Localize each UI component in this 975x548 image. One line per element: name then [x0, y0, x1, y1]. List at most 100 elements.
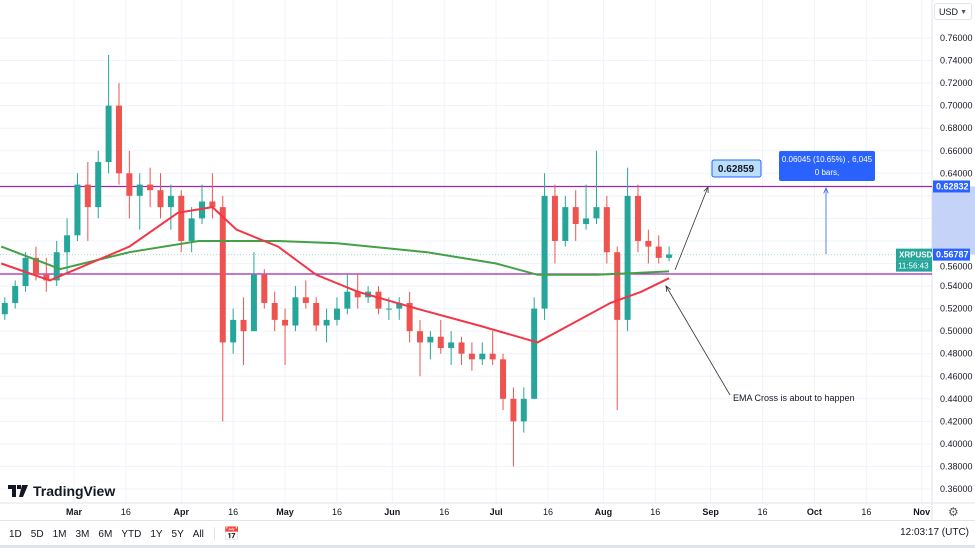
measure-box — [779, 151, 875, 181]
brand-name: TradingView — [33, 483, 116, 499]
candle — [479, 342, 486, 365]
candle-body — [458, 342, 465, 354]
range-all[interactable]: All — [192, 528, 204, 540]
candle-body — [136, 184, 143, 196]
candle — [500, 353, 507, 411]
candle-body — [624, 195, 631, 320]
y-tick-label: 0.46000 — [940, 371, 973, 381]
range-5y[interactable]: 5Y — [171, 528, 184, 540]
candle-body — [437, 336, 444, 349]
settings-gear-icon[interactable]: ⚙ — [948, 505, 959, 519]
bottom-toolbar: 1D 5D 1M 3M 6M YTD 1Y 5Y All 📅 — [0, 520, 975, 547]
ema-cross-note: EMA Cross is about to happen — [733, 393, 855, 403]
candle — [551, 184, 558, 264]
ema-note-arrow — [665, 285, 731, 396]
candle-body — [427, 336, 434, 343]
candle-body — [354, 291, 361, 298]
currency-label: USD — [939, 7, 959, 17]
candle — [84, 162, 91, 241]
price-chart[interactable]: 0.76000 0.74000 0.72000 0.70000 0.68000 0.660… — [0, 0, 975, 520]
candle — [634, 184, 641, 253]
x-tick-label: Nov — [913, 507, 930, 517]
candle-body — [344, 291, 351, 309]
candle — [271, 291, 278, 332]
candle — [126, 150, 133, 219]
candle — [188, 207, 195, 253]
candle-body — [313, 302, 320, 326]
candle — [136, 173, 143, 230]
candle-body — [323, 319, 330, 326]
candle-body — [199, 201, 206, 219]
candle — [458, 336, 465, 365]
candle — [199, 184, 206, 225]
candle-body — [43, 274, 50, 281]
x-tick-label: May — [276, 507, 294, 517]
candle — [520, 387, 527, 433]
candle — [562, 195, 569, 247]
upper-level-label: 0.62832 — [936, 181, 969, 191]
range-3m[interactable]: 3M — [75, 528, 90, 540]
candle — [572, 190, 579, 241]
candle-body — [250, 274, 257, 332]
y-tick-label: 0.42000 — [940, 416, 973, 426]
candle-body — [302, 297, 309, 303]
candle-body — [551, 195, 558, 241]
candle-body — [520, 398, 527, 422]
y-tick-label: 0.48000 — [940, 349, 973, 359]
candle-body — [230, 319, 237, 343]
candle — [427, 331, 434, 360]
candle — [230, 308, 237, 354]
candle-body — [32, 257, 39, 275]
candle-body — [261, 274, 268, 303]
y-tick-label: 0.70000 — [940, 101, 973, 111]
x-tick-label: Aug — [595, 507, 613, 517]
range-5d[interactable]: 5D — [30, 528, 44, 540]
tradingview-logo-icon — [8, 485, 28, 497]
currency-select[interactable]: USD ▼ — [934, 3, 972, 20]
y-tick-label: 0.64000 — [940, 168, 973, 178]
go-to-date-calendar-icon[interactable]: 📅 — [223, 526, 241, 541]
range-6m[interactable]: 6M — [98, 528, 113, 540]
y-tick-label: 0.40000 — [940, 439, 973, 449]
candle-body — [603, 207, 610, 253]
x-tick-label: 16 — [439, 507, 449, 517]
candle — [396, 297, 403, 320]
candle-body — [500, 359, 507, 399]
candle — [406, 291, 413, 343]
measure-text-1: 0.06045 (10.65%) , 6,045 — [782, 155, 873, 164]
x-tick-label: 16 — [758, 507, 768, 517]
candle — [282, 308, 289, 365]
candle — [292, 286, 299, 332]
candle — [333, 297, 340, 326]
range-1d[interactable]: 1D — [9, 528, 22, 540]
candle-body — [178, 195, 185, 241]
candle — [417, 319, 423, 377]
ema-note-arrow-head — [665, 285, 672, 293]
tradingview-logo: TradingView — [8, 483, 115, 499]
x-tick-label: 16 — [861, 507, 871, 517]
countdown-bg — [896, 260, 932, 272]
range-1y[interactable]: 1Y — [150, 528, 163, 540]
candle-body — [417, 331, 423, 343]
candle — [209, 173, 216, 219]
candle-body — [1, 302, 8, 315]
y-tick-label: 0.74000 — [940, 56, 973, 66]
ema-slow-line — [0, 240, 670, 276]
x-tick-label: 16 — [332, 507, 342, 517]
measure-arrow-head — [823, 186, 829, 194]
y-tick-label: 0.50000 — [940, 326, 973, 336]
range-ytd[interactable]: YTD — [121, 528, 142, 540]
x-tick-label: Jun — [384, 507, 400, 517]
candle-body — [188, 218, 195, 241]
candle-body — [572, 207, 579, 225]
y-tick-label: 0.68000 — [940, 123, 973, 133]
candle-body — [645, 240, 652, 247]
candle-body — [292, 297, 299, 326]
candle-body — [240, 319, 247, 332]
candle-body — [74, 184, 81, 236]
range-1m[interactable]: 1M — [52, 528, 67, 540]
x-tick-label: 16 — [543, 507, 553, 517]
utc-clock[interactable]: 12:03:17 (UTC) — [900, 527, 969, 538]
divider — [213, 527, 215, 541]
candle-body — [396, 302, 403, 309]
